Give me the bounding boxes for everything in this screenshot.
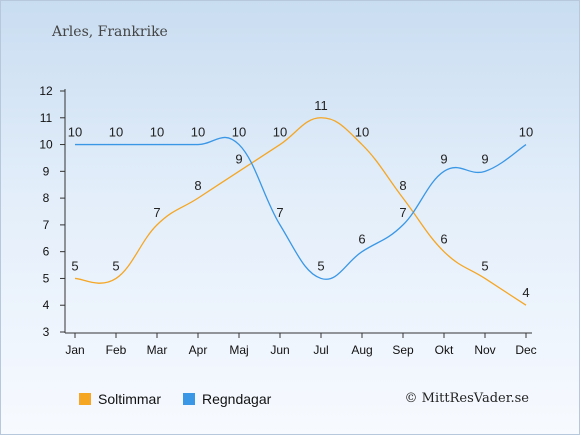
data-label-regndagar-jun: 7 bbox=[276, 205, 283, 220]
data-label-regndagar-aug: 6 bbox=[358, 232, 365, 247]
place-title: Arles, Frankrike bbox=[52, 24, 168, 40]
x-tick-label-dec: Dec bbox=[515, 343, 536, 357]
x-tick-label-okt: Okt bbox=[435, 343, 454, 357]
data-label-regndagar-jan: 10 bbox=[68, 125, 82, 140]
data-label-soltimmar-apr: 8 bbox=[194, 178, 201, 193]
y-tick-label-6: 6 bbox=[43, 245, 50, 259]
x-tick-label-jun: Jun bbox=[270, 343, 289, 357]
data-label-soltimmar-sep: 8 bbox=[399, 178, 406, 193]
data-label-soltimmar-jun: 10 bbox=[273, 125, 287, 140]
legend-swatch-regndagar bbox=[183, 393, 195, 405]
data-label-regndagar-nov: 9 bbox=[481, 151, 488, 166]
data-label-regndagar-maj: 10 bbox=[232, 125, 246, 140]
data-label-soltimmar-mar: 7 bbox=[153, 205, 160, 220]
y-tick-label-7: 7 bbox=[43, 218, 50, 232]
series-line-regndagar bbox=[74, 136, 527, 280]
data-label-regndagar-jul: 5 bbox=[317, 258, 324, 273]
y-tick-label-12: 12 bbox=[39, 84, 53, 98]
data-label-soltimmar-dec: 4 bbox=[522, 285, 529, 300]
x-tick-label-nov: Nov bbox=[474, 343, 495, 357]
x-tick-label-maj: Maj bbox=[229, 343, 248, 357]
legend-item-soltimmar: Soltimmar bbox=[79, 391, 161, 407]
x-tick-label-sep: Sep bbox=[392, 343, 414, 357]
data-label-soltimmar-aug: 10 bbox=[355, 125, 369, 140]
data-label-regndagar-dec: 10 bbox=[519, 125, 533, 140]
x-tick-label-apr: Apr bbox=[189, 343, 208, 357]
data-label-soltimmar-maj: 9 bbox=[235, 151, 242, 166]
y-tick-label-3: 3 bbox=[43, 325, 50, 339]
y-tick-label-8: 8 bbox=[43, 191, 50, 205]
x-tick-label-jul: Jul bbox=[313, 343, 328, 357]
x-tick-label-mar: Mar bbox=[147, 343, 168, 357]
y-tick-label-10: 10 bbox=[39, 138, 53, 152]
data-label-soltimmar-jan: 5 bbox=[71, 258, 78, 273]
legend-swatch-soltimmar bbox=[79, 393, 91, 405]
x-tick-label-feb: Feb bbox=[106, 343, 127, 357]
x-tick-label-aug: Aug bbox=[351, 343, 372, 357]
x-tick-label-jan: Jan bbox=[65, 343, 84, 357]
legend-label-soltimmar: Soltimmar bbox=[98, 391, 162, 407]
data-label-soltimmar-okt: 6 bbox=[440, 232, 447, 247]
legend-item-regndagar: Regndagar bbox=[183, 391, 271, 407]
series-line-soltimmar bbox=[74, 117, 527, 306]
data-label-regndagar-apr: 10 bbox=[191, 125, 205, 140]
data-label-soltimmar-feb: 5 bbox=[112, 258, 119, 273]
data-label-regndagar-feb: 10 bbox=[109, 125, 123, 140]
legend-label-regndagar: Regndagar bbox=[202, 391, 272, 407]
data-label-regndagar-mar: 10 bbox=[150, 125, 164, 140]
y-tick-label-11: 11 bbox=[40, 111, 53, 125]
y-tick-label-9: 9 bbox=[43, 164, 50, 178]
data-label-soltimmar-jul: 11 bbox=[314, 98, 328, 113]
data-label-regndagar-sep: 7 bbox=[399, 205, 406, 220]
credit-text: © MittResVader.se bbox=[404, 391, 529, 406]
data-label-regndagar-okt: 9 bbox=[440, 151, 447, 166]
data-label-soltimmar-nov: 5 bbox=[481, 258, 488, 273]
y-tick-label-4: 4 bbox=[43, 298, 50, 312]
y-tick-label-5: 5 bbox=[43, 271, 50, 285]
